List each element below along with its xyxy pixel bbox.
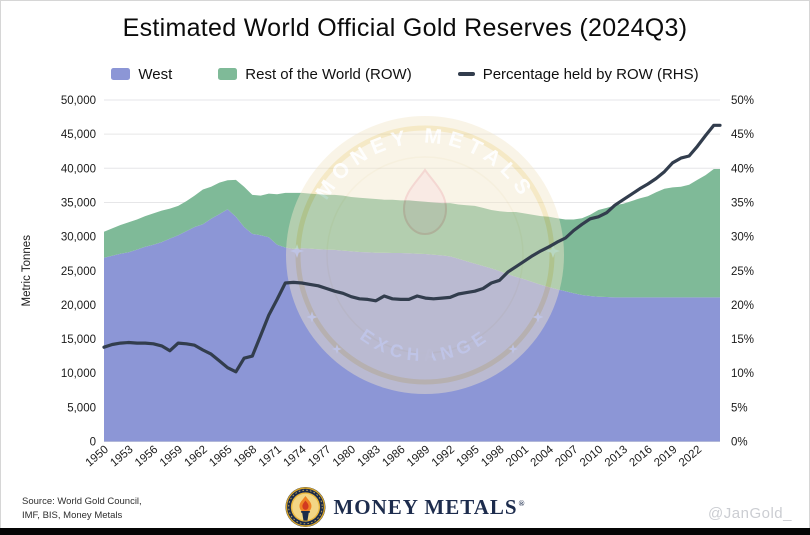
svg-text:15,000: 15,000 bbox=[61, 334, 96, 346]
west-swatch-icon bbox=[111, 68, 131, 80]
money-metals-badge-icon bbox=[285, 487, 326, 527]
svg-text:30,000: 30,000 bbox=[61, 232, 96, 244]
svg-text:25%: 25% bbox=[731, 266, 754, 278]
svg-text:2001: 2001 bbox=[504, 444, 531, 470]
svg-text:1995: 1995 bbox=[454, 444, 481, 470]
legend-label-west: West bbox=[138, 65, 173, 83]
svg-text:20%: 20% bbox=[731, 300, 754, 312]
legend-item-row: Rest of the World (ROW) bbox=[218, 65, 412, 83]
svg-text:45,000: 45,000 bbox=[61, 129, 96, 141]
svg-text:1983: 1983 bbox=[356, 444, 383, 470]
svg-text:1962: 1962 bbox=[183, 444, 210, 470]
svg-text:5,000: 5,000 bbox=[67, 402, 96, 414]
svg-text:2004: 2004 bbox=[529, 443, 557, 469]
svg-text:1974: 1974 bbox=[281, 443, 309, 469]
registered-mark: ® bbox=[518, 498, 526, 508]
svg-text:30%: 30% bbox=[731, 232, 754, 244]
svg-text:45%: 45% bbox=[731, 129, 754, 141]
source-line-1: Source: World Gold Council, bbox=[22, 495, 142, 507]
money-metals-logo: MONEY METALS® bbox=[284, 486, 525, 528]
brand-wordmark: MONEY METALS® bbox=[333, 494, 526, 519]
svg-text:25,000: 25,000 bbox=[61, 266, 96, 278]
legend-item-west: West bbox=[111, 66, 172, 83]
svg-text:2013: 2013 bbox=[603, 444, 630, 470]
source-note: Source: World Gold Council, IMF, BIS, Mo… bbox=[22, 495, 142, 524]
svg-text:35%: 35% bbox=[731, 198, 754, 210]
svg-text:1971: 1971 bbox=[257, 444, 284, 470]
svg-text:0: 0 bbox=[90, 437, 96, 449]
svg-text:2019: 2019 bbox=[652, 444, 679, 470]
svg-text:2010: 2010 bbox=[578, 444, 605, 470]
watermark-seal: MONEY METALS EXCHANGE bbox=[286, 116, 564, 394]
svg-text:1968: 1968 bbox=[232, 444, 259, 470]
svg-text:40,000: 40,000 bbox=[61, 163, 96, 175]
svg-text:1956: 1956 bbox=[133, 444, 160, 470]
svg-text:5%: 5% bbox=[731, 402, 748, 414]
bottom-bar bbox=[0, 528, 810, 535]
source-line-2: IMF, BIS, Money Metals bbox=[22, 510, 123, 522]
svg-text:1989: 1989 bbox=[405, 444, 432, 470]
svg-text:1965: 1965 bbox=[207, 444, 234, 470]
legend: West Rest of the World (ROW) Percentage … bbox=[0, 62, 810, 86]
svg-text:1986: 1986 bbox=[380, 444, 407, 470]
legend-label-row: Rest of the World (ROW) bbox=[245, 65, 412, 83]
svg-text:15%: 15% bbox=[731, 334, 754, 346]
svg-text:1992: 1992 bbox=[430, 444, 457, 470]
svg-text:10,000: 10,000 bbox=[61, 368, 96, 380]
chart-title: Estimated World Official Gold Reserves (… bbox=[122, 14, 688, 42]
svg-text:35,000: 35,000 bbox=[61, 198, 96, 210]
svg-text:0%: 0% bbox=[731, 437, 748, 449]
svg-text:50%: 50% bbox=[731, 95, 754, 107]
svg-text:20,000: 20,000 bbox=[61, 300, 96, 312]
svg-text:2007: 2007 bbox=[553, 444, 580, 470]
svg-text:10%: 10% bbox=[731, 368, 754, 380]
twitter-handle: @JanGold_ bbox=[708, 505, 792, 522]
svg-text:2022: 2022 bbox=[677, 444, 704, 470]
svg-text:2016: 2016 bbox=[628, 444, 655, 470]
row-swatch-icon bbox=[218, 68, 238, 80]
svg-text:1977: 1977 bbox=[306, 444, 333, 470]
svg-text:50,000: 50,000 bbox=[61, 95, 96, 107]
svg-text:Metric Tonnes: Metric Tonnes bbox=[21, 235, 33, 307]
svg-text:1959: 1959 bbox=[158, 444, 185, 470]
svg-text:1950: 1950 bbox=[84, 444, 111, 470]
svg-text:1980: 1980 bbox=[331, 444, 358, 470]
svg-text:40%: 40% bbox=[731, 163, 754, 175]
legend-item-pct: Percentage held by ROW (RHS) bbox=[457, 65, 699, 83]
svg-text:1998: 1998 bbox=[479, 444, 506, 470]
svg-text:1953: 1953 bbox=[108, 444, 135, 470]
pct-line-swatch-icon bbox=[457, 72, 475, 76]
legend-label-pct: Percentage held by ROW (RHS) bbox=[482, 65, 699, 83]
